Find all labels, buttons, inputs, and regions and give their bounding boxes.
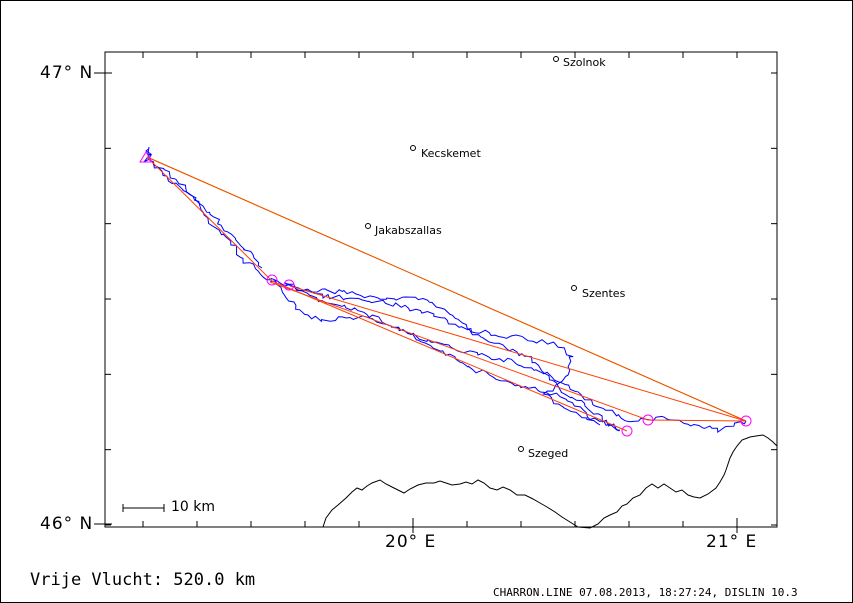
scale-bar — [122, 504, 165, 512]
lat-label-46: 46° N — [40, 514, 94, 534]
free-flight-distance: Vrije Vlucht: 520.0 km — [30, 570, 256, 590]
city-label-jakabszallas: Jakabszallas — [375, 224, 442, 237]
turnpoint-circle — [621, 425, 633, 437]
track-segment — [285, 283, 747, 434]
route-segment — [146, 156, 747, 422]
turnpoint-circle — [266, 274, 278, 286]
track-segment — [284, 282, 620, 432]
city-marker — [410, 145, 416, 151]
track-segment — [145, 148, 273, 281]
route-segment — [269, 281, 649, 421]
track-segment — [270, 277, 601, 426]
city-label-szeged: Szeged — [528, 447, 569, 460]
program-info: CHARRON.LINE 07.08.2013, 18:27:24, DISLI… — [493, 586, 798, 599]
turnpoint-circle — [283, 279, 295, 291]
city-label-kecskemet: Kecskemet — [421, 147, 481, 160]
lat-label-47: 47° N — [40, 63, 94, 83]
city-marker — [553, 56, 559, 62]
track-segment — [149, 160, 263, 269]
city-marker — [518, 446, 524, 452]
turnpoint-circle — [740, 415, 752, 427]
turnpoints — [139, 151, 752, 437]
track-segment — [270, 280, 621, 431]
route-segment — [271, 280, 628, 432]
city-markers — [365, 56, 577, 452]
lon-label-21: 21° E — [706, 532, 758, 552]
lon-label-20: 20° E — [385, 532, 437, 552]
start-triangle — [139, 151, 153, 163]
country-border — [322, 434, 778, 529]
route-segment — [289, 285, 747, 422]
route-lines — [146, 156, 747, 432]
turnpoint-circle — [642, 414, 654, 426]
plot-border — [104, 51, 778, 528]
city-marker — [365, 223, 371, 229]
scale-bar-label: 10 km — [171, 499, 216, 515]
gps-track — [143, 146, 747, 434]
city-label-szolnok: Szolnok — [563, 56, 606, 69]
axis-ticks — [94, 52, 777, 533]
city-marker — [571, 285, 577, 291]
route-segment — [647, 419, 747, 422]
route-segment — [146, 156, 273, 282]
city-label-szentes: Szentes — [582, 287, 626, 300]
